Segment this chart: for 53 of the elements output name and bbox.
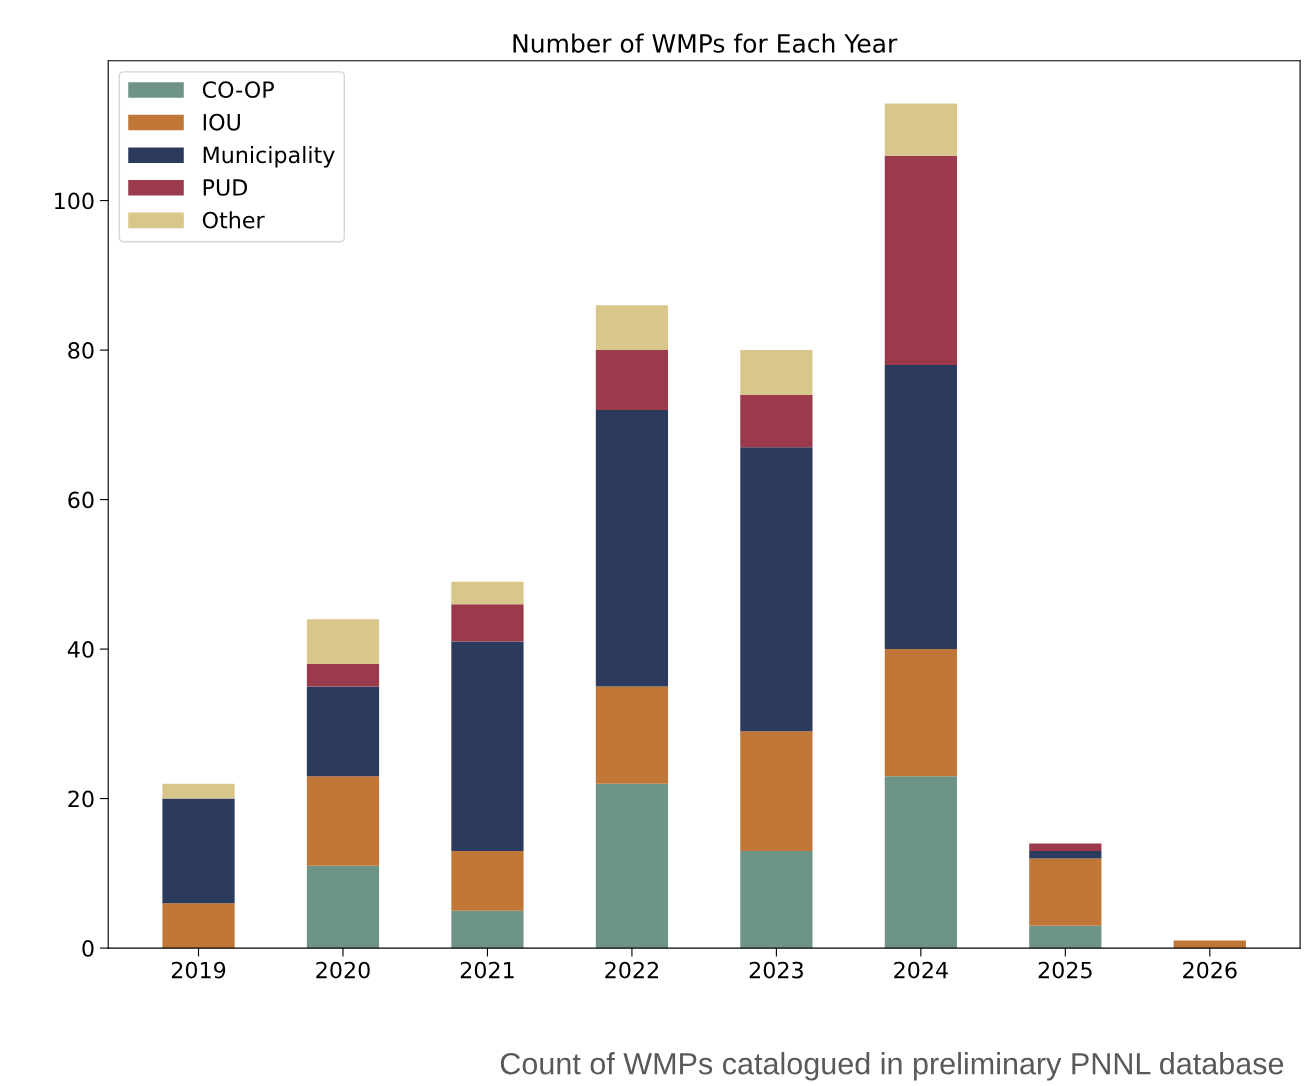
bar <box>306 664 380 687</box>
bar <box>451 581 524 605</box>
legend-label: Municipality <box>203 146 335 168</box>
y-tick-label: 0 <box>82 940 94 957</box>
bar <box>740 447 813 732</box>
x-tick-label: 2019 <box>171 961 226 979</box>
bar <box>740 850 813 949</box>
bar <box>451 910 524 949</box>
bar <box>306 776 380 866</box>
y-tick-label: 40 <box>67 641 94 658</box>
bar <box>884 649 957 777</box>
x-tick-label: 2024 <box>894 961 948 979</box>
bar <box>451 641 524 851</box>
bar <box>595 305 669 351</box>
text: Count of WMPs catalogued in preliminary PNNL database <box>500 1052 1284 1081</box>
bar <box>306 686 380 777</box>
bar <box>740 394 813 448</box>
bar <box>451 604 524 642</box>
chart-title: Number of WMPs for Each Year <box>513 33 898 53</box>
legend-label: Other <box>202 211 265 229</box>
bar <box>884 776 957 949</box>
bar <box>884 103 957 156</box>
bar <box>1029 850 1102 859</box>
bar <box>162 783 235 799</box>
y-tick-label: 20 <box>68 790 94 808</box>
bar <box>595 686 669 784</box>
bar <box>162 798 235 904</box>
x-tick-label: 2023 <box>749 961 803 979</box>
bar <box>595 409 669 687</box>
legend-label: PUD <box>203 179 248 196</box>
bar <box>1029 925 1102 949</box>
x-tick-label: 2021 <box>460 961 514 979</box>
bar <box>306 865 380 949</box>
bar <box>884 155 957 366</box>
bar <box>740 731 813 851</box>
x-tick-label: 2025 <box>1038 961 1092 979</box>
bar <box>595 783 669 949</box>
y-tick-label: 60 <box>68 491 94 509</box>
y-tick-label: 100 <box>55 192 94 210</box>
x-tick-label: 2020 <box>316 961 370 979</box>
legend-label: IOU <box>203 113 240 131</box>
bar <box>306 619 380 665</box>
bar <box>595 350 669 410</box>
legend-label: CO-OP <box>202 81 274 99</box>
bar <box>1029 843 1102 851</box>
bar <box>884 365 957 650</box>
x-tick-label: 2026 <box>1183 961 1237 979</box>
bar <box>1029 858 1102 926</box>
bar <box>740 350 813 395</box>
x-tick-label: 2022 <box>605 961 658 979</box>
bar <box>451 850 524 911</box>
bar <box>162 903 235 949</box>
y-tick-label: 80 <box>68 342 94 359</box>
